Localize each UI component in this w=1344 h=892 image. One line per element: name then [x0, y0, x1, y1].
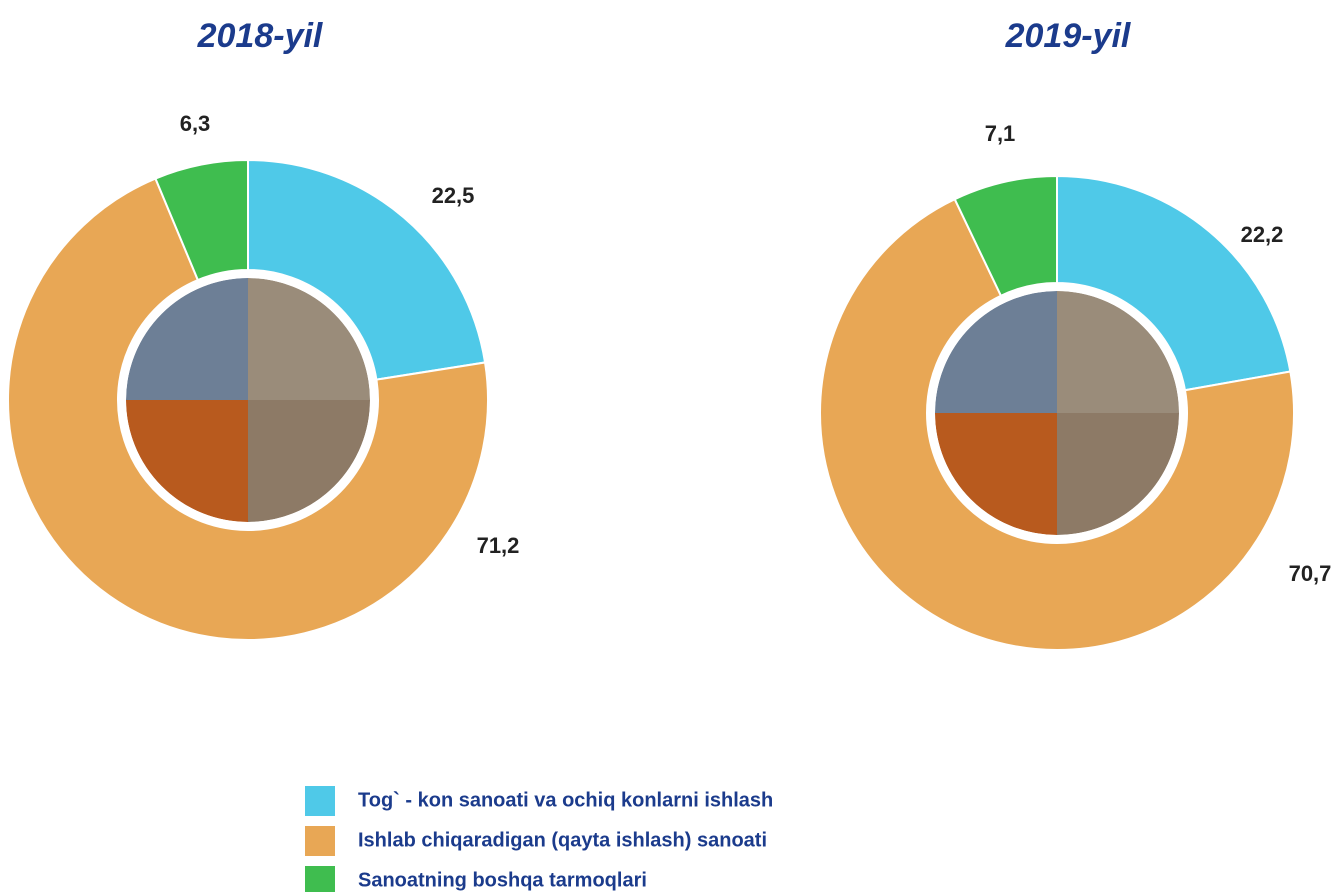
image-ring — [927, 283, 1187, 543]
legend-swatch — [305, 786, 335, 816]
legend-label: Sanoatning boshqa tarmoqlari — [358, 869, 647, 891]
legend-label: Ishlab chiqaradigan (qayta ishlash) sano… — [358, 829, 767, 851]
legend-swatch — [305, 826, 335, 856]
chart-title: 2018-yil — [197, 17, 324, 55]
image-ring — [118, 270, 378, 530]
image-quadrant — [126, 278, 248, 400]
image-quadrant — [248, 278, 370, 400]
chart-title: 2019-yil — [1005, 17, 1132, 55]
donut-slice — [818, 197, 1295, 651]
image-quadrant — [248, 400, 370, 522]
data-label: 71,2 — [477, 533, 520, 558]
data-label: 22,2 — [1241, 222, 1284, 247]
legend-label: Tog` - kon sanoati va ochiq konlarni ish… — [358, 789, 773, 811]
data-label: 22,5 — [432, 183, 475, 208]
data-label: 7,1 — [985, 121, 1016, 146]
image-quadrant — [935, 291, 1057, 413]
data-label: 70,7 — [1289, 561, 1332, 586]
legend-swatch — [305, 866, 335, 892]
center-image — [927, 283, 1187, 543]
center-image — [118, 270, 378, 530]
image-quadrant — [126, 400, 248, 522]
image-quadrant — [1057, 413, 1179, 535]
data-label: 6,3 — [180, 111, 211, 136]
image-quadrant — [1057, 291, 1179, 413]
image-quadrant — [935, 413, 1057, 535]
